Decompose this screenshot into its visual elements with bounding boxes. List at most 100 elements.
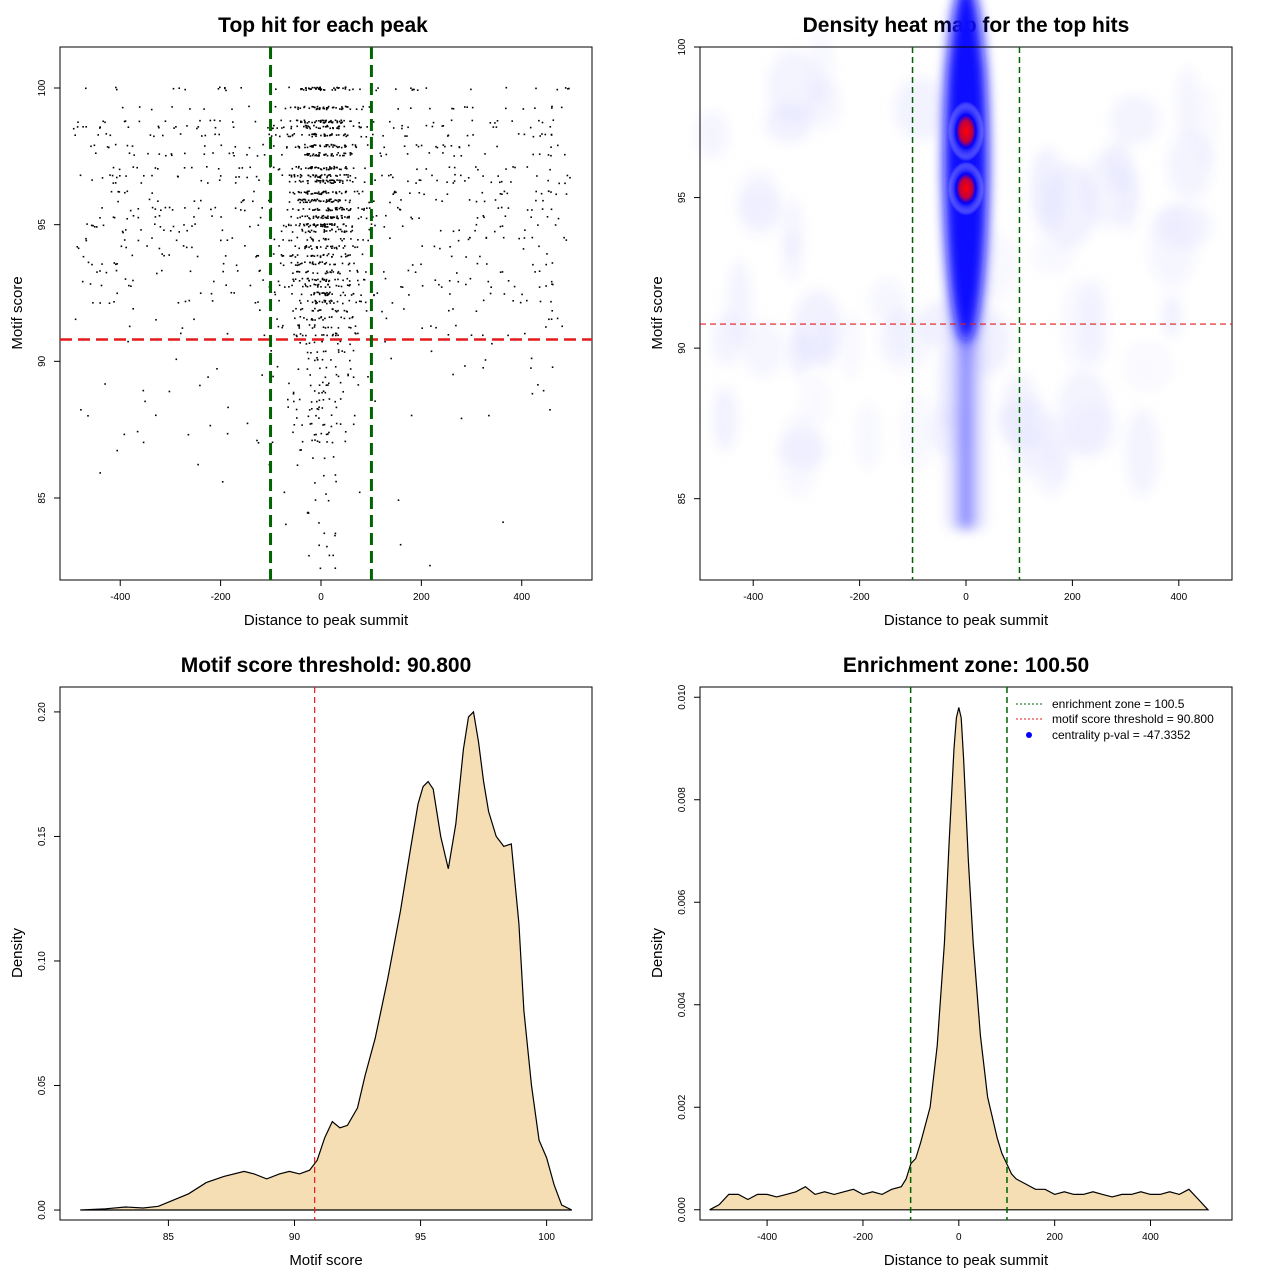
scatter-point xyxy=(343,208,345,211)
scatter-point xyxy=(307,174,309,177)
scatter-point xyxy=(336,300,339,303)
scatter-point xyxy=(331,293,333,295)
scatter-point xyxy=(358,300,361,303)
heatmap-haze xyxy=(1081,277,1110,368)
scatter-point xyxy=(410,107,412,109)
scatter-point xyxy=(332,191,334,193)
distance-density-xlabel: Distance to peak summit xyxy=(884,1252,1049,1269)
scatter-point xyxy=(349,154,352,156)
scatter-point xyxy=(321,340,323,343)
distance-ytick-label: 0.002 xyxy=(677,1094,688,1119)
scatter-point xyxy=(412,88,414,91)
scatter-point xyxy=(403,145,406,147)
scatter-point xyxy=(565,239,568,241)
scatter-point xyxy=(307,125,309,127)
scatter-point xyxy=(329,209,332,212)
scatter-point xyxy=(325,280,327,282)
scatter-point xyxy=(117,200,119,203)
scatter-point xyxy=(92,224,94,227)
scatter-point xyxy=(319,246,322,248)
scatter-point xyxy=(313,198,316,201)
scatter-point xyxy=(339,340,342,343)
scatter-point xyxy=(311,262,314,265)
scatter-point xyxy=(278,299,280,302)
scatter-point xyxy=(441,200,443,202)
scatter-point xyxy=(316,198,319,201)
scatter-point xyxy=(429,564,431,567)
scatter-point xyxy=(340,119,343,122)
scatter-point xyxy=(315,166,317,169)
scatter-point xyxy=(325,144,327,146)
scatter-point xyxy=(531,209,533,211)
scatter-point xyxy=(318,209,321,211)
scatter-point xyxy=(466,106,468,108)
scatter-plot-box xyxy=(59,46,593,581)
scatter-point xyxy=(305,87,307,89)
scatter-point xyxy=(307,223,309,225)
scatter-point xyxy=(337,217,339,220)
scatter-point xyxy=(183,224,185,226)
scatter-point xyxy=(325,493,327,495)
scatter-point xyxy=(296,270,298,273)
scatter-point xyxy=(340,316,342,319)
scatter-point xyxy=(390,174,392,176)
scatter-point xyxy=(318,262,320,265)
scatter-point xyxy=(334,263,336,266)
scatter-point xyxy=(280,230,283,233)
scatter-point xyxy=(283,491,286,494)
scatter-point xyxy=(333,168,335,170)
scatter-point xyxy=(332,308,334,311)
scatter-point xyxy=(333,247,336,249)
scatter-point xyxy=(336,217,338,219)
scatter-point xyxy=(344,167,347,169)
scatter-point xyxy=(150,108,153,111)
heatmap-haze xyxy=(779,412,819,499)
scatter-point xyxy=(320,88,323,90)
scatter-point xyxy=(413,88,415,91)
scatter-point xyxy=(348,326,350,329)
scatter-point xyxy=(379,152,382,155)
scatter-point xyxy=(356,271,359,273)
scatter-point xyxy=(127,340,129,343)
scatter-point xyxy=(343,309,346,312)
scatter-point xyxy=(312,153,315,155)
scatter-point xyxy=(288,180,291,183)
scatter-point xyxy=(325,192,328,194)
scatter-point xyxy=(331,334,334,337)
scatter-point xyxy=(406,135,408,137)
scatter-point xyxy=(322,191,324,194)
scatter-point xyxy=(270,350,272,352)
scatter-point xyxy=(491,342,493,345)
scatter-point xyxy=(411,218,414,220)
scatter-point xyxy=(290,261,293,264)
scatter-point xyxy=(410,216,412,219)
scatter-point xyxy=(360,216,362,218)
scatter-point xyxy=(335,310,338,313)
scatter-point xyxy=(304,199,307,201)
scatter-point xyxy=(530,367,532,369)
scatter-point xyxy=(334,567,337,569)
scatter-point xyxy=(308,153,311,155)
scatter-point xyxy=(193,318,195,321)
distance-density-axes: -400 -200 0 200 4000.0000.0020.0040.0060.008… xyxy=(677,684,1159,1243)
scatter-point xyxy=(317,291,319,294)
scatter-point xyxy=(323,122,326,124)
scatter-point xyxy=(306,190,309,193)
scatter-point xyxy=(337,349,340,351)
scatter-point xyxy=(257,224,260,226)
scatter-point xyxy=(322,319,324,321)
scatter-point xyxy=(299,333,302,335)
scatter-point xyxy=(213,280,215,283)
scatter-point xyxy=(415,182,417,184)
scatter-point xyxy=(314,263,317,266)
score-density-area xyxy=(80,710,573,1211)
scatter-point xyxy=(321,407,324,409)
scatter-point xyxy=(453,166,456,169)
scatter-point xyxy=(294,146,297,148)
scatter-point xyxy=(348,317,351,320)
scatter-point xyxy=(487,280,490,283)
scatter-point xyxy=(347,174,349,176)
scatter-point xyxy=(326,216,328,219)
scatter-point xyxy=(360,126,362,129)
scatter-point xyxy=(321,224,323,226)
